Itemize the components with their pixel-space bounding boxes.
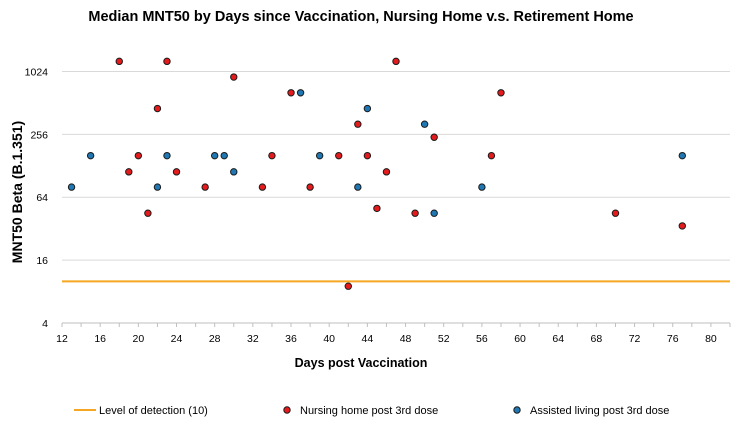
nursing-home-point [497, 89, 505, 97]
assisted-living-point [478, 183, 486, 191]
y-axis: 4 16 64 256 1024 [25, 66, 49, 330]
assisted-living-point [315, 151, 324, 160]
data-points [67, 57, 686, 290]
x-tick-label: 60 [514, 333, 526, 345]
x-tick-label: 28 [209, 333, 221, 345]
nursing-home-point [172, 168, 181, 176]
assisted-living-point [678, 151, 686, 160]
nursing-home-point [344, 282, 352, 290]
x-axis: 12 16 20 24 28 32 36 40 44 48 52 56 60 64 68 72 76 80 [56, 322, 731, 345]
y-tick-label: 4 [42, 318, 48, 330]
x-tick-label: 20 [132, 333, 144, 345]
x-tick-label: 64 [552, 333, 564, 345]
nursing-home-point [392, 57, 400, 66]
y-tick-label: 16 [36, 255, 48, 267]
assisted-living-point [86, 151, 95, 160]
nursing-home-point [363, 151, 372, 160]
nursing-home-point [144, 209, 152, 217]
x-tick-label: 48 [400, 333, 412, 345]
legend: Level of detection (10) Nursing home pos… [74, 405, 669, 417]
assisted-living-point [210, 151, 219, 160]
x-tick-label: 68 [591, 333, 603, 345]
gridlines [62, 70, 730, 324]
x-tick-label: 80 [705, 333, 717, 345]
x-axis-label: Days post Vaccination [295, 356, 428, 370]
assisted-living-point [430, 209, 438, 217]
x-tick-label: 56 [476, 333, 488, 345]
x-tick-label: 72 [629, 333, 641, 345]
chart-title: Median MNT50 by Days since Vaccination, … [88, 9, 633, 25]
assisted-living-point [420, 120, 429, 128]
assisted-living-point [67, 183, 76, 191]
assisted-living-point [163, 151, 171, 160]
x-tick-label: 24 [171, 333, 183, 345]
nursing-home-point [230, 73, 238, 81]
x-tick-label: 16 [94, 333, 106, 345]
nursing-home-point [306, 183, 314, 191]
x-tick-label: 76 [667, 333, 679, 345]
nursing-home-point [487, 151, 496, 160]
nursing-home-point [411, 209, 419, 217]
assisted-living-point [296, 89, 305, 97]
nursing-home-point [287, 89, 295, 97]
legend-lod-label: Level of detection (10) [99, 405, 208, 417]
nursing-home-point [153, 104, 162, 113]
nursing-home-point [678, 222, 686, 230]
legend-nursing-home-marker [283, 406, 291, 414]
nursing-home-point [115, 57, 123, 66]
assisted-living-point [363, 104, 372, 113]
x-tick-label: 52 [438, 333, 450, 345]
legend-nursing-home-label: Nursing home post 3rd dose [300, 405, 438, 417]
legend-assisted-living-marker [513, 406, 521, 414]
nursing-home-point [335, 151, 343, 160]
y-tick-label: 1024 [25, 66, 49, 78]
x-tick-label: 32 [247, 333, 259, 345]
nursing-home-point [125, 168, 133, 176]
x-tick-label: 12 [56, 333, 68, 345]
nursing-home-point [201, 183, 209, 191]
assisted-living-point [230, 168, 238, 176]
nursing-home-point [258, 183, 267, 191]
nursing-home-point [611, 209, 620, 217]
y-axis-label: MNT50 Beta (B.1.351) [9, 121, 25, 263]
nursing-home-point [373, 204, 381, 213]
assisted-living-point [153, 183, 162, 191]
x-tick-label: 40 [323, 333, 335, 345]
legend-assisted-living-label: Assisted living post 3rd dose [530, 405, 669, 417]
nursing-home-point [163, 57, 171, 66]
y-tick-label: 64 [36, 192, 48, 204]
nursing-home-point [268, 151, 276, 160]
y-tick-label: 256 [30, 129, 48, 141]
assisted-living-point [220, 151, 228, 160]
nursing-home-point [430, 133, 438, 141]
nursing-home-point [134, 151, 143, 160]
assisted-living-point [354, 183, 362, 191]
nursing-home-point [354, 120, 362, 128]
nursing-home-point [382, 168, 391, 176]
x-tick-label: 36 [285, 333, 297, 345]
x-tick-label: 44 [362, 333, 374, 345]
